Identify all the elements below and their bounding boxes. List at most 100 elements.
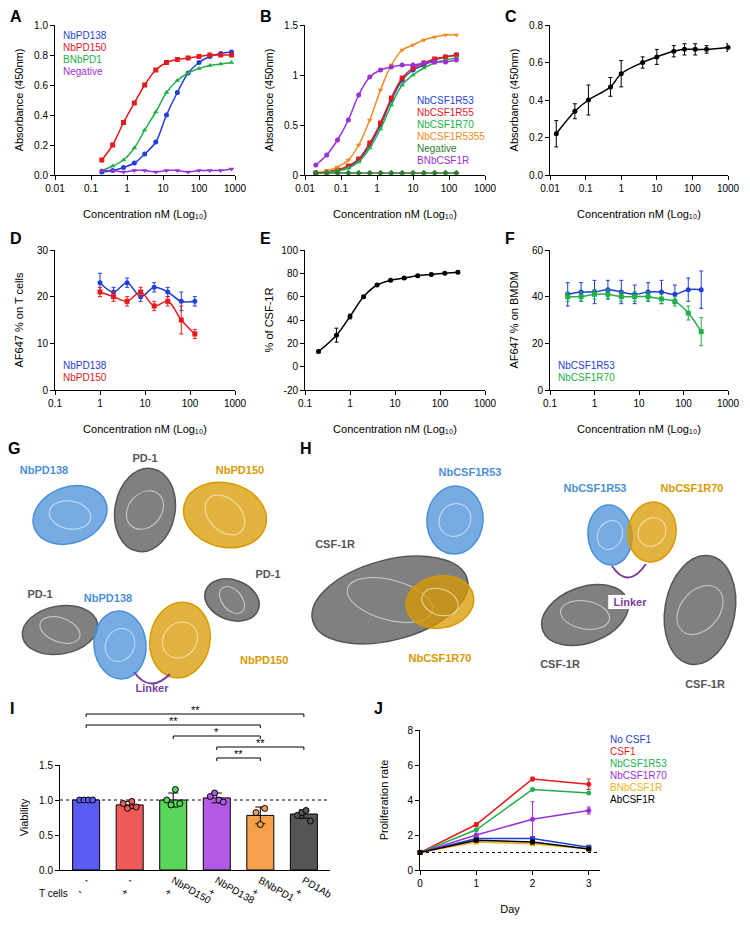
svg-text:0.8: 0.8 [529, 20, 543, 31]
svg-text:CSF-1R: CSF-1R [685, 678, 725, 690]
svg-text:0: 0 [407, 865, 413, 876]
svg-text:Day: Day [500, 903, 520, 915]
svg-text:1.0: 1.0 [39, 795, 53, 806]
svg-text:NbPD138: NbPD138 [20, 464, 68, 476]
svg-text:10: 10 [633, 398, 645, 409]
svg-text:1.0: 1.0 [34, 20, 48, 31]
svg-text:1: 1 [124, 183, 130, 194]
svg-text:0.1: 0.1 [298, 398, 312, 409]
svg-text:BNbPD1: BNbPD1 [63, 54, 102, 65]
svg-text:H: H [300, 440, 312, 457]
svg-text:NbCSF1R70: NbCSF1R70 [610, 770, 667, 781]
svg-text:1: 1 [473, 878, 479, 889]
svg-text:NbCSF1R70: NbCSF1R70 [558, 372, 615, 383]
svg-text:**: ** [169, 715, 178, 727]
svg-text:0.5: 0.5 [284, 120, 298, 131]
svg-text:1: 1 [374, 183, 380, 194]
svg-text:100: 100 [182, 398, 199, 409]
svg-text:NbCSF1R70: NbCSF1R70 [417, 119, 474, 130]
svg-text:Concentration nM (Log₁₀): Concentration nM (Log₁₀) [83, 423, 207, 435]
svg-text:NbPD150: NbPD150 [216, 464, 264, 476]
svg-text:Concentration nM (Log₁₀): Concentration nM (Log₁₀) [83, 208, 207, 220]
svg-text:PD-1: PD-1 [255, 568, 280, 580]
svg-text:NbCSF1R70: NbCSF1R70 [661, 482, 724, 494]
svg-text:0.0: 0.0 [529, 170, 543, 181]
svg-text:NbCSF1R53: NbCSF1R53 [417, 95, 474, 106]
svg-text:**: ** [256, 737, 265, 749]
svg-text:E: E [260, 230, 271, 247]
svg-text:CSF-1R: CSF-1R [540, 658, 580, 670]
svg-text:0.0: 0.0 [34, 170, 48, 181]
svg-text:NbPD150: NbPD150 [63, 372, 107, 383]
svg-text:CSF1: CSF1 [610, 746, 636, 757]
svg-text:0.2: 0.2 [34, 140, 48, 151]
svg-text:1000: 1000 [474, 398, 497, 409]
svg-text:Negative: Negative [417, 143, 457, 154]
svg-text:10: 10 [157, 183, 169, 194]
svg-text:40: 40 [287, 315, 299, 326]
svg-text:10: 10 [139, 398, 151, 409]
svg-text:-+: -+ [120, 875, 137, 899]
svg-text:Negative: Negative [63, 66, 103, 77]
svg-text:F: F [505, 230, 515, 247]
svg-text:100: 100 [684, 183, 701, 194]
svg-text:Linker: Linker [613, 596, 647, 608]
svg-text:0.01: 0.01 [540, 183, 560, 194]
svg-text:2: 2 [530, 878, 536, 889]
svg-text:J: J [374, 700, 383, 717]
svg-text:NbPD150+: NbPD150+ [163, 875, 213, 918]
svg-text:10: 10 [37, 338, 49, 349]
svg-text:NbCSF1R53: NbCSF1R53 [564, 482, 627, 494]
svg-text:40: 40 [532, 291, 544, 302]
svg-text:0: 0 [42, 385, 48, 396]
svg-text:4: 4 [407, 795, 413, 806]
svg-text:60: 60 [532, 245, 544, 256]
svg-text:0.1: 0.1 [48, 398, 62, 409]
svg-text:0.2: 0.2 [529, 132, 543, 143]
svg-text:Absorbance (450nm): Absorbance (450nm) [263, 49, 275, 152]
svg-text:Viability: Viability [18, 798, 30, 836]
svg-text:1000: 1000 [224, 398, 247, 409]
svg-text:--: -- [76, 875, 91, 897]
svg-text:0: 0 [417, 878, 423, 889]
svg-text:0.1: 0.1 [84, 183, 98, 194]
svg-text:-20: -20 [284, 385, 299, 396]
svg-text:60: 60 [287, 291, 299, 302]
svg-text:Concentration nM (Log₁₀): Concentration nM (Log₁₀) [577, 423, 701, 435]
svg-text:BNbCSF1R: BNbCSF1R [417, 155, 469, 166]
svg-text:BNbPD1+: BNbPD1+ [250, 875, 296, 915]
svg-text:NbPD150: NbPD150 [63, 42, 107, 53]
svg-text:NbPD138: NbPD138 [63, 30, 107, 41]
svg-text:T cells: T cells [39, 888, 68, 899]
svg-text:NbCSF1R53: NbCSF1R53 [610, 758, 667, 769]
svg-text:0: 0 [292, 361, 298, 372]
svg-text:NbPD138: NbPD138 [63, 360, 107, 371]
svg-text:NbCSF1R53: NbCSF1R53 [558, 360, 615, 371]
svg-text:0.1: 0.1 [334, 183, 348, 194]
svg-text:No CSF1: No CSF1 [610, 734, 652, 745]
svg-text:2: 2 [407, 830, 413, 841]
svg-text:**: ** [191, 704, 200, 716]
svg-text:100: 100 [675, 398, 692, 409]
svg-text:I: I [10, 700, 14, 717]
svg-text:NbPD150: NbPD150 [240, 654, 288, 666]
svg-text:0.0: 0.0 [39, 865, 53, 876]
svg-text:NbCSF1R53: NbCSF1R53 [439, 466, 502, 478]
svg-text:AF647 % on BMDM: AF647 % on BMDM [508, 271, 520, 368]
svg-text:Absorbance (450nm): Absorbance (450nm) [508, 49, 520, 152]
svg-text:NbPD138: NbPD138 [84, 592, 132, 604]
svg-text:20: 20 [37, 291, 49, 302]
svg-text:D: D [10, 230, 22, 247]
svg-text:1: 1 [592, 398, 598, 409]
svg-text:1: 1 [347, 398, 353, 409]
svg-text:0.1: 0.1 [579, 183, 593, 194]
svg-text:10: 10 [651, 183, 663, 194]
svg-text:100: 100 [441, 183, 458, 194]
svg-text:3: 3 [586, 878, 592, 889]
svg-text:0.4: 0.4 [529, 95, 543, 106]
svg-text:0: 0 [292, 170, 298, 181]
svg-text:PD-1: PD-1 [132, 452, 157, 464]
svg-text:**: ** [234, 748, 243, 760]
svg-text:0.4: 0.4 [34, 110, 48, 121]
svg-text:0: 0 [537, 385, 543, 396]
